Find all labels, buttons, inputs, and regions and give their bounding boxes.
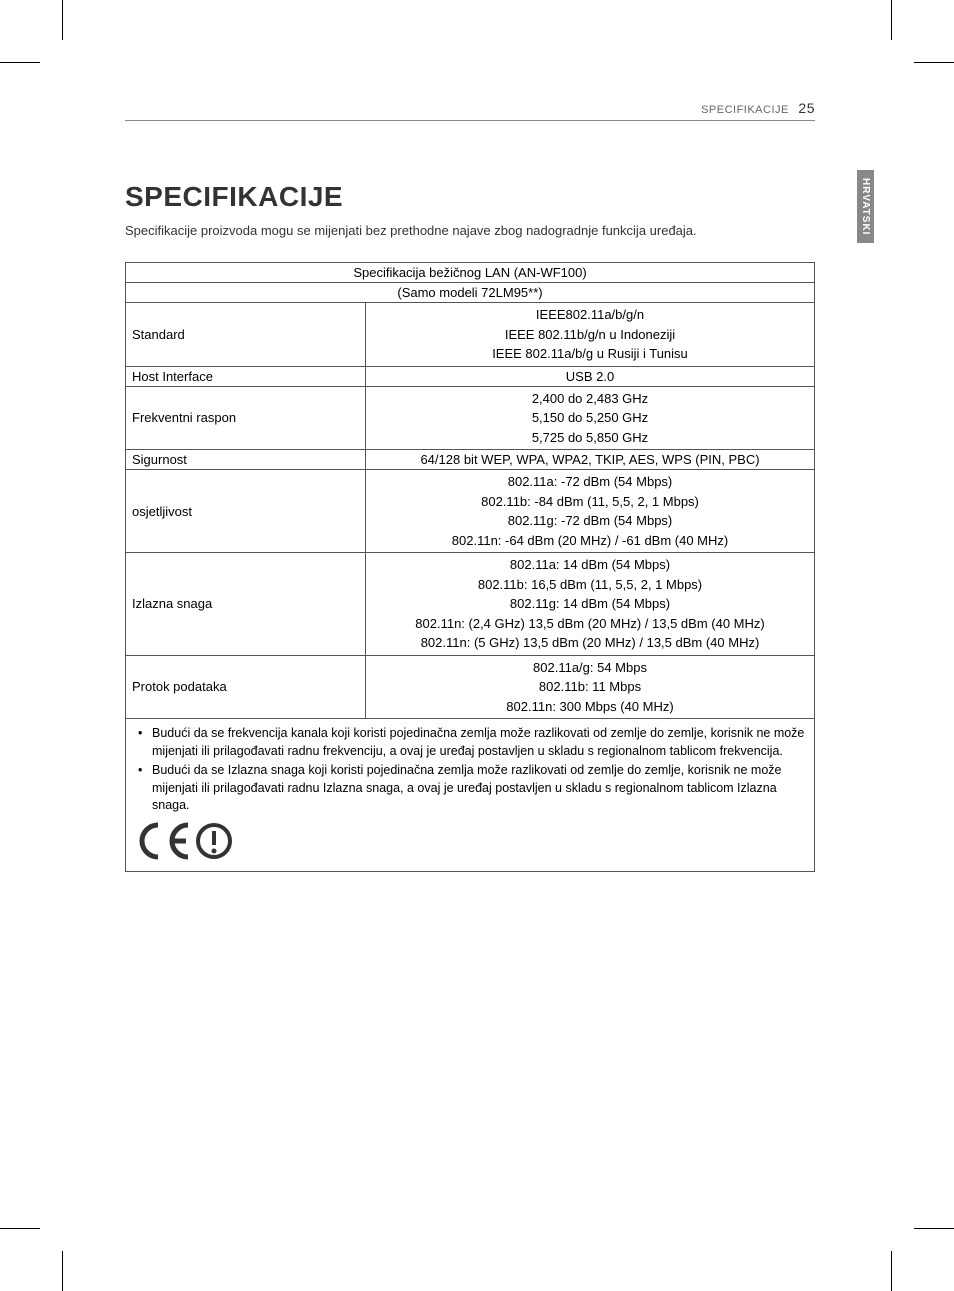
intro-text: Specifikacije proizvoda mogu se mijenjat… bbox=[125, 223, 815, 238]
out-v1: 802.11a: 14 dBm (54 Mbps) bbox=[372, 555, 808, 575]
dr-v3: 802.11n: 300 Mbps (40 MHz) bbox=[372, 697, 808, 717]
dr-v2: 802.11b: 11 Mbps bbox=[372, 677, 808, 697]
row-label-output: Izlazna snaga bbox=[126, 553, 366, 656]
row-label-security: Sigurnost bbox=[126, 450, 366, 470]
row-label-host: Host Interface bbox=[126, 366, 366, 386]
note-2: Budući da se Izlazna snaga koji koristi … bbox=[142, 762, 806, 815]
row-value-standard: IEEE802.11a/b/g/n IEEE 802.11b/g/n u Ind… bbox=[366, 303, 815, 367]
language-tab: HRVATSKI bbox=[857, 170, 874, 243]
out-v3: 802.11g: 14 dBm (54 Mbps) bbox=[372, 594, 808, 614]
table-header-1: Specifikacija bežičnog LAN (AN-WF100) bbox=[126, 263, 815, 283]
row-value-freq: 2,400 do 2,483 GHz 5,150 do 5,250 GHz 5,… bbox=[366, 386, 815, 450]
std-v2: IEEE 802.11b/g/n u Indoneziji bbox=[372, 325, 808, 345]
row-value-datarate: 802.11a/g: 54 Mbps 802.11b: 11 Mbps 802.… bbox=[366, 655, 815, 719]
row-label-freq: Frekventni raspon bbox=[126, 386, 366, 450]
notes-cell: Budući da se frekvencija kanala koji kor… bbox=[126, 719, 815, 872]
page-header: SPECIFIKACIJE 25 bbox=[125, 100, 815, 121]
sens-v4: 802.11n: -64 dBm (20 MHz) / -61 dBm (40 … bbox=[372, 531, 808, 551]
std-v3: IEEE 802.11a/b/g u Rusiji i Tunisu bbox=[372, 344, 808, 364]
table-header-2: (Samo modeli 72LM95**) bbox=[126, 283, 815, 303]
freq-v1: 2,400 do 2,483 GHz bbox=[372, 389, 808, 409]
out-v2: 802.11b: 16,5 dBm (11, 5,5, 2, 1 Mbps) bbox=[372, 575, 808, 595]
freq-v3: 5,725 do 5,850 GHz bbox=[372, 428, 808, 448]
note-1: Budući da se frekvencija kanala koji kor… bbox=[142, 725, 806, 760]
row-value-sensitivity: 802.11a: -72 dBm (54 Mbps) 802.11b: -84 … bbox=[366, 470, 815, 553]
std-v1: IEEE802.11a/b/g/n bbox=[372, 305, 808, 325]
header-section-label: SPECIFIKACIJE bbox=[701, 104, 789, 116]
sens-v1: 802.11a: -72 dBm (54 Mbps) bbox=[372, 472, 808, 492]
out-v4: 802.11n: (2,4 GHz) 13,5 dBm (20 MHz) / 1… bbox=[372, 614, 808, 634]
row-value-output: 802.11a: 14 dBm (54 Mbps) 802.11b: 16,5 … bbox=[366, 553, 815, 656]
spec-table: Specifikacija bežičnog LAN (AN-WF100) (S… bbox=[125, 262, 815, 872]
ce-mark-icon bbox=[134, 821, 806, 861]
row-label-standard: Standard bbox=[126, 303, 366, 367]
page-number: 25 bbox=[798, 100, 815, 116]
row-label-datarate: Protok podataka bbox=[126, 655, 366, 719]
dr-v1: 802.11a/g: 54 Mbps bbox=[372, 658, 808, 678]
freq-v2: 5,150 do 5,250 GHz bbox=[372, 408, 808, 428]
page-title: SPECIFIKACIJE bbox=[125, 181, 815, 213]
out-v5: 802.11n: (5 GHz) 13,5 dBm (20 MHz) / 13,… bbox=[372, 633, 808, 653]
row-value-host: USB 2.0 bbox=[366, 366, 815, 386]
row-label-sensitivity: osjetljivost bbox=[126, 470, 366, 553]
sens-v3: 802.11g: -72 dBm (54 Mbps) bbox=[372, 511, 808, 531]
row-value-security: 64/128 bit WEP, WPA, WPA2, TKIP, AES, WP… bbox=[366, 450, 815, 470]
sens-v2: 802.11b: -84 dBm (11, 5,5, 2, 1 Mbps) bbox=[372, 492, 808, 512]
